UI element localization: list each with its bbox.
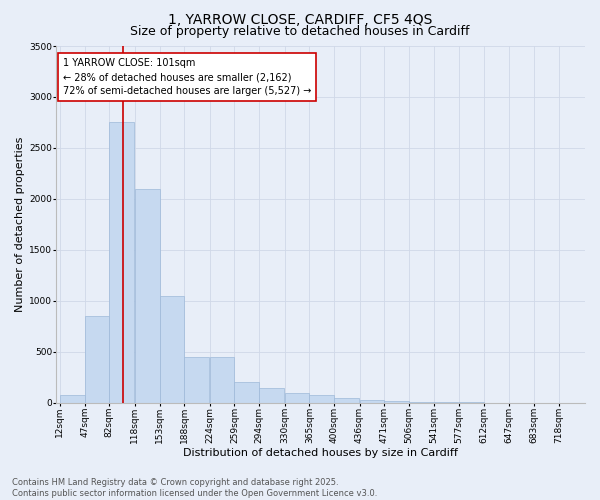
Bar xyxy=(60,395,85,403)
Text: 1 YARROW CLOSE: 101sqm
← 28% of detached houses are smaller (2,162)
72% of semi-: 1 YARROW CLOSE: 101sqm ← 28% of detached… xyxy=(62,58,311,96)
Bar xyxy=(384,401,409,403)
Bar xyxy=(109,122,134,403)
X-axis label: Distribution of detached houses by size in Cardiff: Distribution of detached houses by size … xyxy=(183,448,458,458)
Bar xyxy=(334,398,359,403)
Y-axis label: Number of detached properties: Number of detached properties xyxy=(15,136,25,312)
Bar xyxy=(184,357,209,403)
Bar xyxy=(409,402,434,403)
Bar xyxy=(160,296,184,403)
Text: Size of property relative to detached houses in Cardiff: Size of property relative to detached ho… xyxy=(130,25,470,38)
Text: Contains HM Land Registry data © Crown copyright and database right 2025.
Contai: Contains HM Land Registry data © Crown c… xyxy=(12,478,377,498)
Bar xyxy=(284,392,310,403)
Bar xyxy=(434,402,458,403)
Bar xyxy=(359,400,384,403)
Bar xyxy=(310,395,334,403)
Text: 1, YARROW CLOSE, CARDIFF, CF5 4QS: 1, YARROW CLOSE, CARDIFF, CF5 4QS xyxy=(168,12,432,26)
Bar xyxy=(85,316,109,403)
Bar xyxy=(135,188,160,403)
Bar xyxy=(235,382,259,403)
Bar xyxy=(259,388,284,403)
Bar xyxy=(210,357,235,403)
